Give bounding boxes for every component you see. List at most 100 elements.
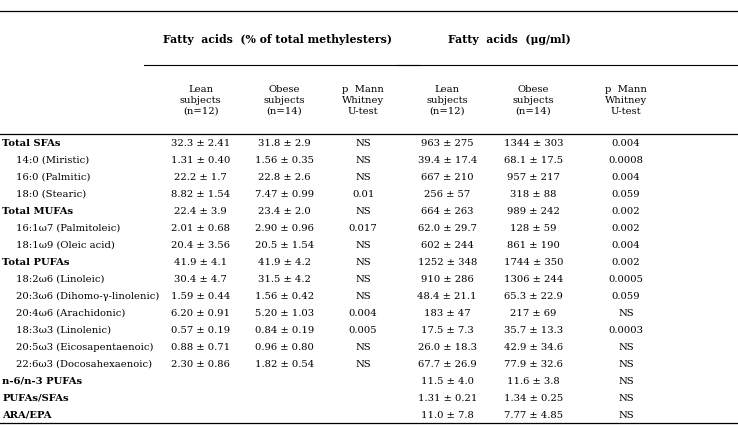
Text: Fatty  acids  (% of total methylesters): Fatty acids (% of total methylesters) xyxy=(163,34,392,44)
Text: NS: NS xyxy=(355,291,371,300)
Text: 16:1ω7 (Palmitoleic): 16:1ω7 (Palmitoleic) xyxy=(16,223,120,232)
Text: 7.77 ± 4.85: 7.77 ± 4.85 xyxy=(504,410,563,419)
Text: 0.004: 0.004 xyxy=(612,240,640,249)
Text: 1.59 ± 0.44: 1.59 ± 0.44 xyxy=(171,291,230,300)
Text: 963 ± 275: 963 ± 275 xyxy=(421,138,474,147)
Text: 17.5 ± 7.3: 17.5 ± 7.3 xyxy=(421,325,474,334)
Text: n-6/n-3 PUFAs: n-6/n-3 PUFAs xyxy=(2,376,83,385)
Text: 1252 ± 348: 1252 ± 348 xyxy=(418,257,477,266)
Text: 67.7 ± 26.9: 67.7 ± 26.9 xyxy=(418,359,477,368)
Text: NS: NS xyxy=(355,172,371,181)
Text: 0.004: 0.004 xyxy=(612,172,640,181)
Text: Lean
subjects
(n=12): Lean subjects (n=12) xyxy=(180,84,221,116)
Text: Obese
subjects
(n=14): Obese subjects (n=14) xyxy=(513,84,554,116)
Text: 6.20 ± 0.91: 6.20 ± 0.91 xyxy=(171,308,230,317)
Text: 18:2ω6 (Linoleic): 18:2ω6 (Linoleic) xyxy=(16,274,105,283)
Text: 0.004: 0.004 xyxy=(612,138,640,147)
Text: 667 ± 210: 667 ± 210 xyxy=(421,172,474,181)
Text: 602 ± 244: 602 ± 244 xyxy=(421,240,474,249)
Text: 0.0008: 0.0008 xyxy=(608,155,644,164)
Text: 42.9 ± 34.6: 42.9 ± 34.6 xyxy=(504,342,563,351)
Text: 0.0003: 0.0003 xyxy=(608,325,644,334)
Text: 48.4 ± 21.1: 48.4 ± 21.1 xyxy=(418,291,477,300)
Text: 65.3 ± 22.9: 65.3 ± 22.9 xyxy=(504,291,563,300)
Text: 0.002: 0.002 xyxy=(612,223,640,232)
Text: 957 ± 217: 957 ± 217 xyxy=(507,172,560,181)
Text: p  Mann
Whitney
U-test: p Mann Whitney U-test xyxy=(604,84,647,116)
Text: 39.4 ± 17.4: 39.4 ± 17.4 xyxy=(418,155,477,164)
Text: NS: NS xyxy=(355,206,371,215)
Text: 41.9 ± 4.2: 41.9 ± 4.2 xyxy=(258,257,311,266)
Text: 20:5ω3 (Eicosapentaenoic): 20:5ω3 (Eicosapentaenoic) xyxy=(16,342,154,351)
Text: Total SFAs: Total SFAs xyxy=(2,138,61,147)
Text: 0.57 ± 0.19: 0.57 ± 0.19 xyxy=(171,325,230,334)
Text: 30.4 ± 4.7: 30.4 ± 4.7 xyxy=(174,274,227,283)
Text: 18:3ω3 (Linolenic): 18:3ω3 (Linolenic) xyxy=(16,325,111,334)
Text: 14:0 (Miristic): 14:0 (Miristic) xyxy=(16,155,89,164)
Text: NS: NS xyxy=(355,138,371,147)
Text: 77.9 ± 32.6: 77.9 ± 32.6 xyxy=(504,359,563,368)
Text: 0.017: 0.017 xyxy=(349,223,377,232)
Text: 256 ± 57: 256 ± 57 xyxy=(424,189,470,198)
Text: 41.9 ± 4.1: 41.9 ± 4.1 xyxy=(174,257,227,266)
Text: NS: NS xyxy=(355,274,371,283)
Text: 22.8 ± 2.6: 22.8 ± 2.6 xyxy=(258,172,311,181)
Text: 1.56 ± 0.42: 1.56 ± 0.42 xyxy=(255,291,314,300)
Text: PUFAs/SFAs: PUFAs/SFAs xyxy=(2,393,69,402)
Text: Obese
subjects
(n=14): Obese subjects (n=14) xyxy=(263,84,305,116)
Text: NS: NS xyxy=(618,342,634,351)
Text: ARA/EPA: ARA/EPA xyxy=(2,410,52,419)
Text: 0.002: 0.002 xyxy=(612,257,640,266)
Text: 1.34 ± 0.25: 1.34 ± 0.25 xyxy=(504,393,563,402)
Text: Total PUFAs: Total PUFAs xyxy=(2,257,69,266)
Text: 0.059: 0.059 xyxy=(612,189,640,198)
Text: 18:1ω9 (Oleic acid): 18:1ω9 (Oleic acid) xyxy=(16,240,115,249)
Text: p  Mann
Whitney
U-test: p Mann Whitney U-test xyxy=(342,84,384,116)
Text: NS: NS xyxy=(355,342,371,351)
Text: 183 ± 47: 183 ± 47 xyxy=(424,308,471,317)
Text: 1.31 ± 0.21: 1.31 ± 0.21 xyxy=(418,393,477,402)
Text: 20.4 ± 3.56: 20.4 ± 3.56 xyxy=(171,240,230,249)
Text: 910 ± 286: 910 ± 286 xyxy=(421,274,474,283)
Text: 16:0 (Palmitic): 16:0 (Palmitic) xyxy=(16,172,91,181)
Text: 217 ± 69: 217 ± 69 xyxy=(511,308,556,317)
Text: 0.88 ± 0.71: 0.88 ± 0.71 xyxy=(171,342,230,351)
Text: 62.0 ± 29.7: 62.0 ± 29.7 xyxy=(418,223,477,232)
Text: 2.90 ± 0.96: 2.90 ± 0.96 xyxy=(255,223,314,232)
Text: 1.82 ± 0.54: 1.82 ± 0.54 xyxy=(255,359,314,368)
Text: 31.5 ± 4.2: 31.5 ± 4.2 xyxy=(258,274,311,283)
Text: 1.56 ± 0.35: 1.56 ± 0.35 xyxy=(255,155,314,164)
Text: 0.005: 0.005 xyxy=(349,325,377,334)
Text: 0.01: 0.01 xyxy=(352,189,374,198)
Text: 5.20 ± 1.03: 5.20 ± 1.03 xyxy=(255,308,314,317)
Text: 20:4ω6 (Arachidonic): 20:4ω6 (Arachidonic) xyxy=(16,308,125,317)
Text: NS: NS xyxy=(618,359,634,368)
Text: 32.3 ± 2.41: 32.3 ± 2.41 xyxy=(171,138,230,147)
Text: 861 ± 190: 861 ± 190 xyxy=(507,240,560,249)
Text: 20.5 ± 1.54: 20.5 ± 1.54 xyxy=(255,240,314,249)
Text: 22.2 ± 1.7: 22.2 ± 1.7 xyxy=(174,172,227,181)
Text: 11.0 ± 7.8: 11.0 ± 7.8 xyxy=(421,410,474,419)
Text: 35.7 ± 13.3: 35.7 ± 13.3 xyxy=(504,325,563,334)
Text: 0.059: 0.059 xyxy=(612,291,640,300)
Text: NS: NS xyxy=(618,393,634,402)
Text: 68.1 ± 17.5: 68.1 ± 17.5 xyxy=(504,155,563,164)
Text: 128 ± 59: 128 ± 59 xyxy=(510,223,557,232)
Text: 22:6ω3 (Docosahexaenoic): 22:6ω3 (Docosahexaenoic) xyxy=(16,359,152,368)
Text: NS: NS xyxy=(618,410,634,419)
Text: 2.30 ± 0.86: 2.30 ± 0.86 xyxy=(171,359,230,368)
Text: 0.0005: 0.0005 xyxy=(608,274,644,283)
Text: NS: NS xyxy=(618,308,634,317)
Text: Fatty  acids  (μg/ml): Fatty acids (μg/ml) xyxy=(448,34,570,44)
Text: 2.01 ± 0.68: 2.01 ± 0.68 xyxy=(171,223,230,232)
Text: 989 ± 242: 989 ± 242 xyxy=(507,206,560,215)
Text: 23.4 ± 2.0: 23.4 ± 2.0 xyxy=(258,206,311,215)
Text: 11.6 ± 3.8: 11.6 ± 3.8 xyxy=(507,376,560,385)
Text: 7.47 ± 0.99: 7.47 ± 0.99 xyxy=(255,189,314,198)
Text: 11.5 ± 4.0: 11.5 ± 4.0 xyxy=(421,376,474,385)
Text: 1744 ± 350: 1744 ± 350 xyxy=(504,257,563,266)
Text: 664 ± 263: 664 ± 263 xyxy=(421,206,474,215)
Text: 1.31 ± 0.40: 1.31 ± 0.40 xyxy=(171,155,230,164)
Text: 0.004: 0.004 xyxy=(349,308,377,317)
Text: 26.0 ± 18.3: 26.0 ± 18.3 xyxy=(418,342,477,351)
